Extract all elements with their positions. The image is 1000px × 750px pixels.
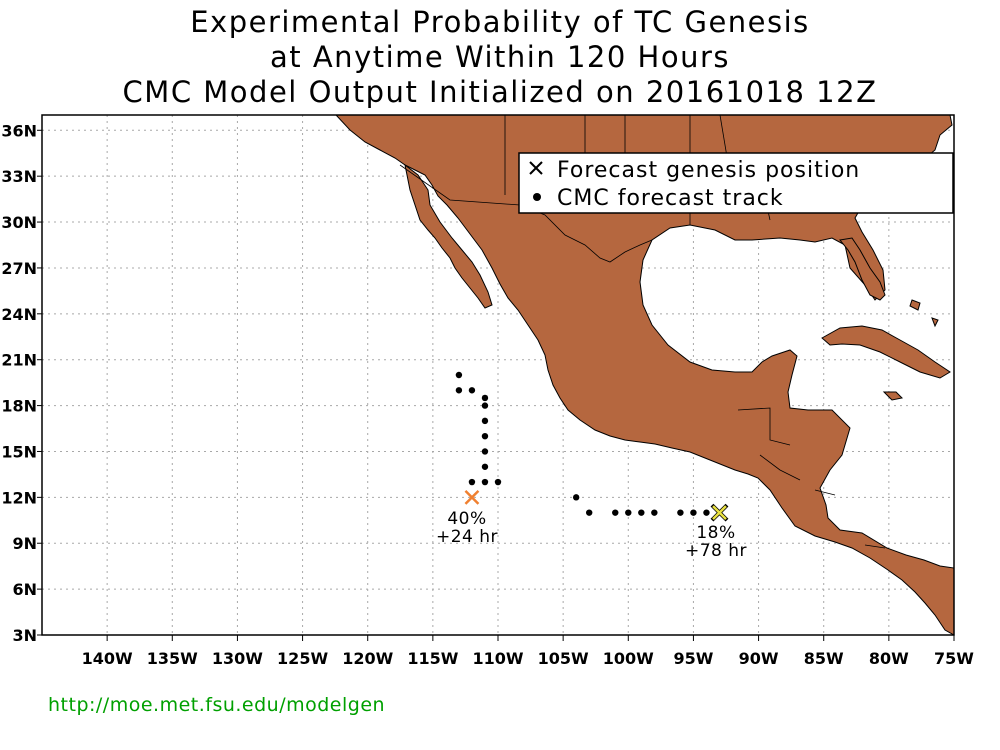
lon-tick-label: 100W — [603, 649, 654, 668]
genesis-marker-west — [464, 489, 480, 505]
florida-land — [839, 237, 886, 301]
lat-tick-label: 9N — [12, 534, 37, 553]
track-point-west — [494, 478, 502, 486]
track-point-east — [586, 509, 593, 516]
lon-tick-label: 105W — [538, 649, 589, 668]
title-line-2: at Anytime Within 120 Hours — [270, 40, 730, 74]
lon-tick-label: 140W — [82, 649, 133, 668]
track-point-west — [481, 463, 489, 470]
track-point-east — [651, 509, 658, 516]
genesis-marker-east — [710, 503, 729, 522]
island-jamaica — [882, 391, 904, 401]
track-point-west — [455, 387, 463, 394]
legend-genesis-label: Forecast genesis position — [557, 158, 860, 183]
legend-box — [518, 152, 954, 214]
west-prob-label: 40% — [447, 509, 486, 529]
lat-tick-label: 33N — [1, 167, 37, 186]
lat-tick-label: 18N — [1, 397, 37, 416]
latitude-labels: 36N 33N 30N 27N 24N 21N 18N 15N 12N 9N 6N 3N — [1, 121, 42, 645]
lat-tick-label: 12N — [1, 488, 37, 507]
cuba-land — [821, 325, 951, 379]
track-point-east — [625, 509, 632, 516]
island-bahamas — [909, 299, 921, 311]
lat-tick-label: 3N — [12, 626, 37, 645]
lat-tick-label: 15N — [1, 442, 37, 461]
track-point-west — [481, 448, 489, 455]
longitude-labels: 140W 135W 130W 125W 120W 115W 110W 105W 100W 95W 9… — [82, 635, 974, 668]
lon-tick-label: 135W — [147, 649, 198, 668]
title-line-3: CMC Model Output Initialized on 20161018… — [123, 75, 878, 109]
track-point-east — [677, 509, 684, 516]
east-lead-label: +78 hr — [685, 541, 747, 561]
track-point-west — [481, 478, 489, 486]
lon-tick-label: 80W — [869, 649, 909, 668]
lon-tick-label: 125W — [277, 649, 328, 668]
track-point-west — [455, 371, 463, 379]
lon-tick-label: 130W — [212, 649, 263, 668]
lat-tick-label: 6N — [12, 580, 37, 599]
north-america-land — [334, 114, 955, 636]
footer-url-link[interactable]: http://moe.met.fsu.edu/modelgen — [48, 694, 386, 716]
track-point-east — [690, 509, 697, 516]
track-point-west — [481, 402, 489, 409]
track-point-west — [468, 387, 476, 394]
legend-x-icon — [529, 161, 543, 175]
title-line-1: Experimental Probability of TC Genesis — [190, 5, 810, 39]
island-cayman — [931, 317, 939, 328]
lon-tick-label: 110W — [472, 649, 523, 668]
lat-tick-label: 27N — [1, 259, 37, 278]
lon-tick-label: 85W — [804, 649, 844, 668]
lat-tick-label: 36N — [1, 121, 37, 140]
lon-tick-label: 120W — [342, 649, 393, 668]
track-point-west — [481, 417, 489, 425]
legend-track-label: CMC forecast track — [557, 186, 784, 211]
legend-dot-icon — [533, 193, 541, 201]
lat-tick-label: 24N — [1, 305, 37, 324]
east-prob-label: 18% — [696, 523, 735, 543]
lon-tick-label: 115W — [407, 649, 458, 668]
west-lead-label: +24 hr — [436, 527, 498, 547]
track-point-east — [612, 509, 619, 516]
track-point-west — [481, 432, 489, 440]
lat-tick-label: 30N — [1, 213, 37, 232]
track-point-east — [572, 494, 580, 501]
baja-california-land — [404, 163, 493, 309]
genesis-markers — [464, 489, 729, 522]
track-point-east — [638, 509, 645, 516]
lon-tick-label: 95W — [673, 649, 713, 668]
lon-tick-label: 75W — [934, 649, 974, 668]
track-point-west — [468, 478, 476, 486]
forecast-tracks — [455, 371, 710, 516]
landmass — [334, 114, 955, 636]
legend: Forecast genesis position CMC forecast t… — [518, 152, 954, 214]
lon-tick-label: 90W — [739, 649, 779, 668]
lat-tick-label: 21N — [1, 351, 37, 370]
track-point-west — [481, 394, 489, 402]
track-point-east — [703, 509, 710, 516]
